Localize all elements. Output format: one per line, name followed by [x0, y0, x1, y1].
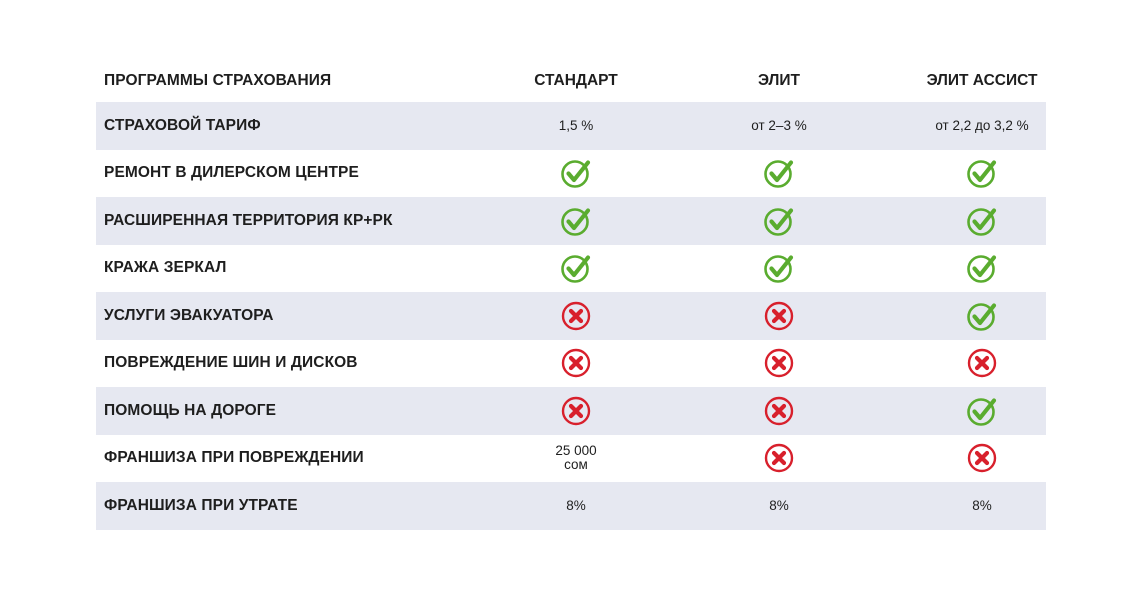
table-row: СТРАХОВОЙ ТАРИФ 1,5 % от 2–3 % от 2,2 до 3,…	[96, 102, 1046, 150]
cell-elite-assist	[922, 387, 1042, 435]
cell-elite	[729, 435, 829, 483]
cross-icon	[560, 300, 592, 332]
row-label: РАСШИРЕННАЯ ТЕРРИТОРИЯ КР+РК	[104, 211, 393, 229]
cell-standard	[526, 292, 626, 340]
cell-elite	[729, 292, 829, 340]
table-row: УСЛУГИ ЭВАКУАТОРА	[96, 292, 1046, 340]
cell-value-text: 8%	[972, 497, 992, 513]
table-row: РЕМОНТ В ДИЛЕРСКОМ ЦЕНТРЕ	[96, 150, 1046, 198]
cross-icon	[560, 347, 592, 379]
cell-elite-assist	[922, 340, 1042, 388]
cell-elite: 8%	[729, 482, 829, 530]
row-label: РЕМОНТ В ДИЛЕРСКОМ ЦЕНТРЕ	[104, 164, 359, 182]
cross-icon	[966, 442, 998, 474]
table-row: ПОМОЩЬ НА ДОРОГЕ	[96, 387, 1046, 435]
cell-elite	[729, 150, 829, 198]
cell-value: 25 000 сом	[555, 444, 596, 472]
cell-standard: 1,5 %	[526, 102, 626, 150]
cell-standard	[526, 150, 626, 198]
cell-value: 8%	[769, 497, 789, 513]
cell-value: 8%	[566, 497, 586, 513]
row-label: ПОМОЩЬ НА ДОРОГЕ	[104, 401, 277, 419]
row-label: ФРАНШИЗА ПРИ ПОВРЕЖДЕНИИ	[104, 449, 364, 467]
cell-value-text: 8%	[566, 497, 586, 513]
table-header-row: ПРОГРАММЫ СТРАХОВАНИЯ СТАНДАРТ ЭЛИТ ЭЛИТ…	[96, 60, 1046, 102]
cell-value-unit: сом	[564, 457, 588, 473]
check-icon	[966, 157, 998, 189]
check-icon	[763, 252, 795, 284]
check-icon	[560, 252, 592, 284]
cross-icon	[560, 395, 592, 427]
cell-elite-assist	[922, 197, 1042, 245]
cross-icon	[763, 347, 795, 379]
check-icon	[966, 395, 998, 427]
cell-standard	[526, 340, 626, 388]
table-row: ФРАНШИЗА ПРИ ПОВРЕЖДЕНИИ 25 000 сом	[96, 435, 1046, 483]
column-header-standard: СТАНДАРТ	[534, 72, 618, 89]
check-icon	[966, 205, 998, 237]
check-icon	[966, 252, 998, 284]
check-icon	[966, 300, 998, 332]
cross-icon	[763, 442, 795, 474]
column-header-elite: ЭЛИТ	[758, 72, 800, 89]
cell-elite	[729, 387, 829, 435]
check-icon	[763, 157, 795, 189]
cross-icon	[763, 300, 795, 332]
header-label: ПРОГРАММЫ СТРАХОВАНИЯ	[104, 72, 332, 89]
check-icon	[560, 205, 592, 237]
row-label: УСЛУГИ ЭВАКУАТОРА	[104, 306, 274, 324]
row-label: СТРАХОВОЙ ТАРИФ	[104, 116, 261, 134]
table-row: КРАЖА ЗЕРКАЛ	[96, 245, 1046, 293]
cell-elite	[729, 340, 829, 388]
cell-value: 8%	[972, 497, 992, 513]
row-label: ПОВРЕЖДЕНИЕ ШИН И ДИСКОВ	[104, 354, 358, 372]
cell-standard: 25 000 сом	[526, 435, 626, 483]
cross-icon	[763, 395, 795, 427]
table-row: ПОВРЕЖДЕНИЕ ШИН И ДИСКОВ	[96, 340, 1046, 388]
cell-elite	[729, 197, 829, 245]
cell-elite: от 2–3 %	[729, 102, 829, 150]
cell-elite-assist: от 2,2 до 3,2 %	[922, 102, 1042, 150]
cell-elite-assist	[922, 435, 1042, 483]
cell-value-text: 1,5 %	[558, 117, 594, 133]
cell-value-text: 8%	[769, 497, 789, 513]
cell-value: от 2–3 %	[751, 117, 807, 133]
cell-standard	[526, 387, 626, 435]
insurance-comparison-table: ПРОГРАММЫ СТРАХОВАНИЯ СТАНДАРТ ЭЛИТ ЭЛИТ…	[96, 60, 1046, 530]
cell-value-text: от 2–3 %	[751, 117, 807, 133]
cell-value-text: от 2,2 до 3,2 %	[935, 117, 1029, 133]
check-icon	[763, 205, 795, 237]
cell-elite	[729, 245, 829, 293]
cell-elite-assist	[922, 150, 1042, 198]
cell-elite-assist	[922, 245, 1042, 293]
cell-value-text: 25 000	[555, 443, 597, 459]
check-icon	[560, 157, 592, 189]
table-body: СТРАХОВОЙ ТАРИФ 1,5 % от 2–3 % от 2,2 до 3,…	[96, 102, 1046, 530]
cell-value: от 2,2 до 3,2 %	[935, 117, 1029, 133]
table-row: РАСШИРЕННАЯ ТЕРРИТОРИЯ КР+РК	[96, 197, 1046, 245]
column-header-elite-assist: ЭЛИТ АССИСТ	[926, 72, 1038, 89]
row-label: КРАЖА ЗЕРКАЛ	[104, 259, 227, 277]
cell-elite-assist: 8%	[922, 482, 1042, 530]
row-label: ФРАНШИЗА ПРИ УТРАТЕ	[104, 496, 298, 514]
cell-standard: 8%	[526, 482, 626, 530]
cell-elite-assist	[922, 292, 1042, 340]
cross-icon	[966, 347, 998, 379]
cell-standard	[526, 197, 626, 245]
table-row: ФРАНШИЗА ПРИ УТРАТЕ 8% 8% 8%	[96, 482, 1046, 530]
cell-value: 1,5 %	[558, 117, 594, 133]
cell-standard	[526, 245, 626, 293]
